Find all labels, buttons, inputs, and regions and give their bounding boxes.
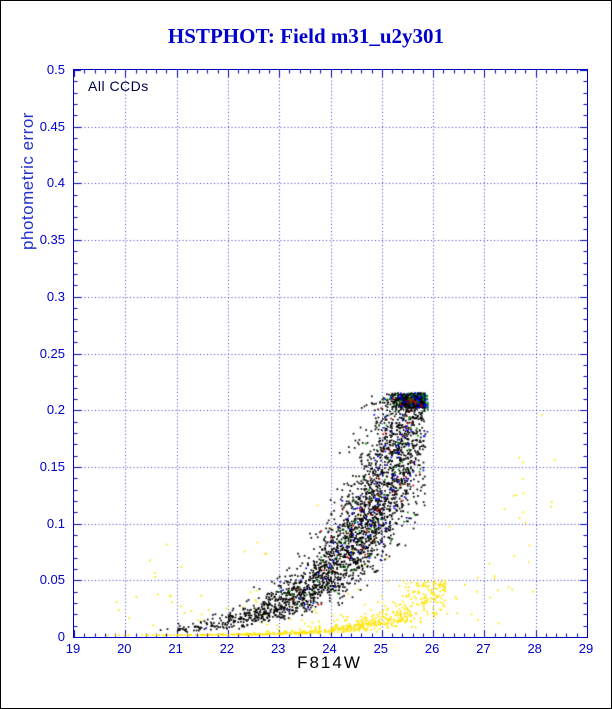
chart-title: HSTPHOT: Field m31_u2y301 (167, 24, 445, 48)
y-tick-label: 0.4 (46, 175, 65, 191)
x-tick-label: 22 (219, 641, 235, 656)
y-tick-label: 0.05 (39, 572, 65, 588)
y-tick-label: 0.35 (39, 232, 65, 248)
y-tick-label: 0.2 (46, 402, 65, 418)
y-tick-label: 0.45 (39, 118, 65, 134)
y-tick-label: 0.1 (46, 515, 65, 531)
x-tick-label: 21 (168, 641, 183, 656)
x-tick-label: 27 (476, 641, 491, 656)
y-tick-label: 0.5 (46, 62, 65, 77)
x-tick-label: 20 (117, 641, 132, 656)
x-axis-title: F814W (297, 653, 362, 672)
annotation-all-ccds: All CCDs (88, 78, 149, 94)
x-tick-label: 26 (424, 641, 440, 656)
x-tick-label: 23 (270, 641, 286, 656)
x-tick-label: 29 (578, 641, 594, 656)
x-tick-label: 24 (322, 641, 337, 656)
y-tick-label: 0.25 (39, 345, 65, 361)
x-tick-label: 25 (373, 641, 389, 656)
scatter-canvas (74, 70, 587, 637)
plot-frame: All CCDs (73, 69, 588, 638)
x-tick-label: 19 (65, 641, 81, 656)
x-tick-label: 28 (527, 641, 542, 656)
y-tick-label: 0 (57, 629, 65, 644)
y-tick-label: 0.3 (46, 288, 65, 304)
y-tick-label: 0.15 (39, 458, 65, 474)
